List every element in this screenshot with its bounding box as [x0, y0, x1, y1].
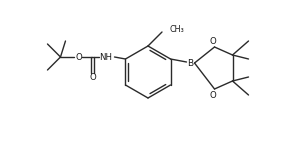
Text: B: B [188, 58, 194, 68]
Text: CH₃: CH₃ [170, 25, 185, 34]
Text: O: O [209, 90, 216, 100]
Text: O: O [209, 37, 216, 46]
Text: NH: NH [99, 53, 112, 61]
Text: O: O [89, 73, 96, 83]
Text: O: O [75, 53, 82, 61]
